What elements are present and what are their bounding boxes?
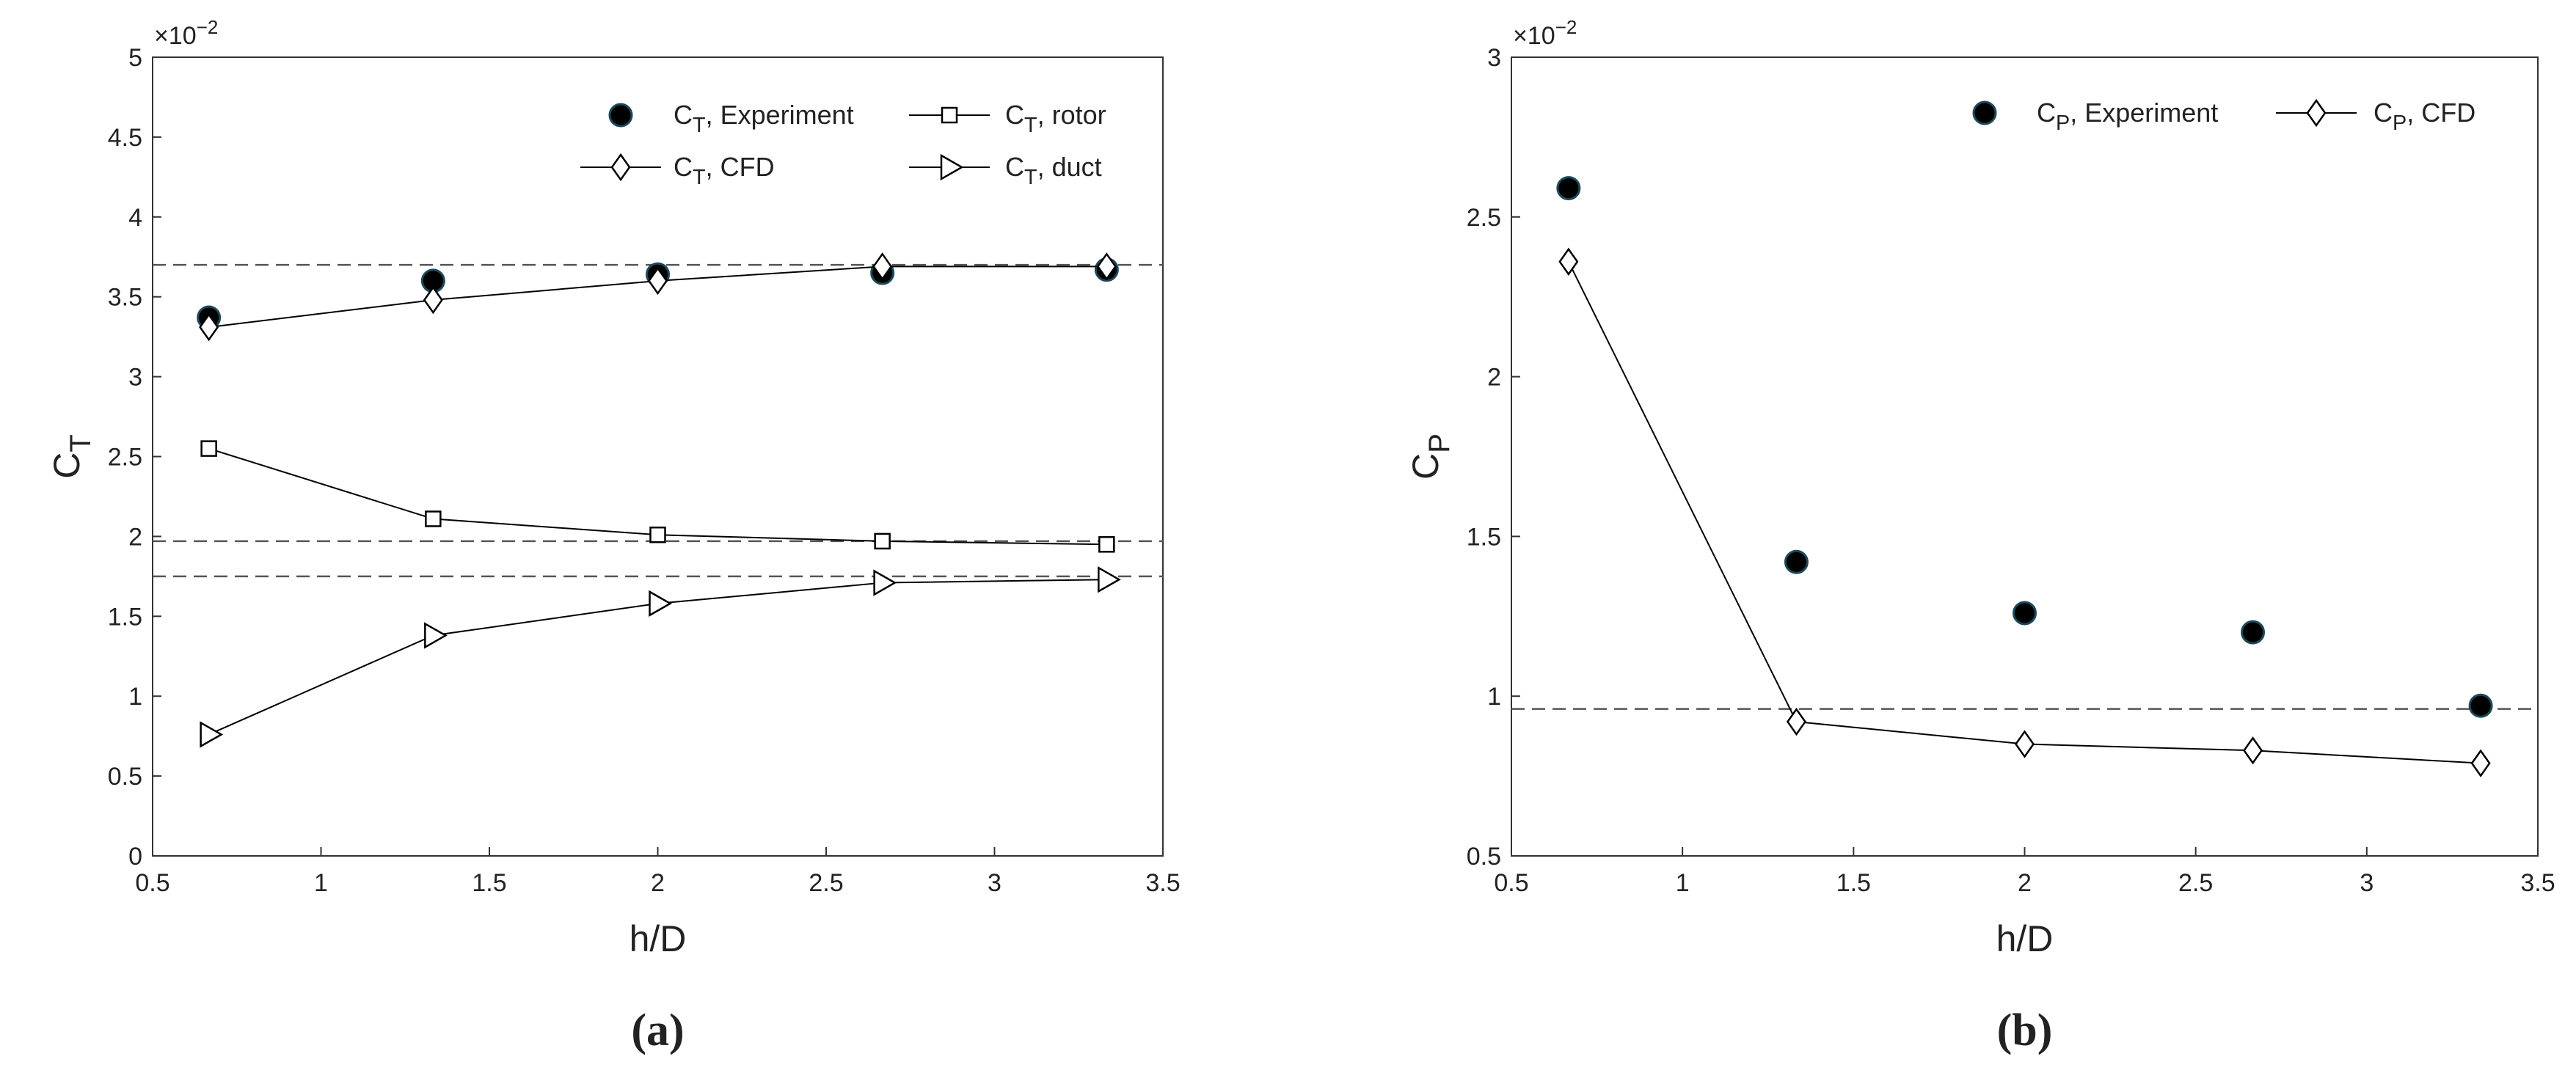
x-tick-label: 0.5 [1494, 869, 1528, 897]
point [199, 312, 219, 342]
point [649, 526, 666, 543]
point [872, 252, 893, 281]
multiplier: ×10−2 [154, 16, 218, 50]
y-tick-label: 3 [128, 364, 142, 392]
x-tick-label: 3.5 [2520, 869, 2555, 897]
legend-marker [608, 103, 633, 128]
caption: (b) [1997, 1006, 2053, 1055]
point [425, 510, 442, 527]
point [2470, 749, 2491, 777]
multiplier-exponent: −2 [197, 16, 219, 38]
x-tick-label: 2 [2018, 869, 2032, 897]
point [423, 285, 443, 315]
x-tick-label: 1 [1676, 869, 1690, 897]
point [200, 440, 217, 457]
x-tick-label: 1 [314, 869, 328, 897]
point [1784, 549, 1809, 574]
y-tick-label: 4 [128, 204, 142, 232]
legend-marker [610, 153, 631, 182]
x-tick-label: 2.5 [2178, 869, 2213, 897]
point [2014, 730, 2035, 758]
y-tick-label: 1 [1487, 683, 1501, 711]
y-tick-label: 3 [1487, 44, 1501, 72]
x-tick-label: 3 [988, 869, 1001, 897]
legend-label: CT, CFD [674, 152, 775, 189]
series-line [1567, 261, 2481, 764]
y-tick-label: 3.5 [108, 284, 142, 312]
point [424, 622, 448, 649]
y-tick-label: 2.5 [1467, 204, 1501, 232]
point [2468, 693, 2493, 718]
legend-marker [2306, 98, 2327, 128]
multiplier: ×10−2 [1513, 16, 1577, 50]
point [1098, 536, 1115, 553]
y-axis-label: CT [46, 434, 97, 479]
y-tick-label: 0.5 [1467, 843, 1501, 871]
point [1558, 247, 1579, 276]
legend-label: CP, CFD [2374, 98, 2475, 135]
point [647, 266, 668, 296]
y-tick-label: 2 [1487, 364, 1501, 392]
x-axis-label: h/D [1996, 918, 2054, 959]
x-axis-label: h/D [630, 918, 687, 959]
point [1098, 566, 1121, 593]
point [2241, 620, 2266, 645]
x-tick-label: 3.5 [1145, 869, 1180, 897]
point [2243, 736, 2263, 765]
point [1786, 707, 1806, 736]
point [649, 590, 673, 618]
point [1096, 252, 1117, 281]
y-tick-label: 1.5 [108, 603, 142, 631]
legend-marker [941, 106, 958, 124]
y-axis-label: CP [1405, 433, 1456, 480]
legend-label: CP, Experiment [2037, 98, 2218, 135]
y-tick-label: 1.5 [1467, 523, 1501, 551]
point [200, 721, 224, 748]
y-tick-label: 0.5 [108, 763, 142, 791]
x-tick-label: 1.5 [472, 869, 506, 897]
y-tick-label: 2.5 [108, 444, 142, 472]
x-tick-label: 2.5 [809, 869, 843, 897]
point [873, 569, 897, 596]
x-tick-label: 3 [2360, 869, 2374, 897]
y-tick-label: 5 [128, 44, 142, 72]
y-tick-label: 2 [128, 523, 142, 551]
legend-marker [940, 153, 964, 181]
x-tick-label: 0.5 [135, 869, 169, 897]
y-tick-label: 4.5 [108, 124, 142, 152]
multiplier-exponent: −2 [1555, 16, 1577, 38]
point [2013, 601, 2037, 626]
legend-label: CT, rotor [1005, 100, 1106, 137]
y-tick-label: 1 [128, 683, 142, 711]
x-tick-label: 1.5 [1836, 869, 1871, 897]
legend-label: CT, Experiment [674, 100, 854, 137]
legend-label: CT, duct [1005, 152, 1102, 189]
y-tick-label: 0 [128, 843, 142, 871]
caption: (a) [631, 1006, 684, 1055]
x-tick-label: 2 [651, 869, 665, 897]
point [874, 532, 891, 550]
legend-marker [1972, 100, 1997, 125]
point [1556, 176, 1581, 201]
